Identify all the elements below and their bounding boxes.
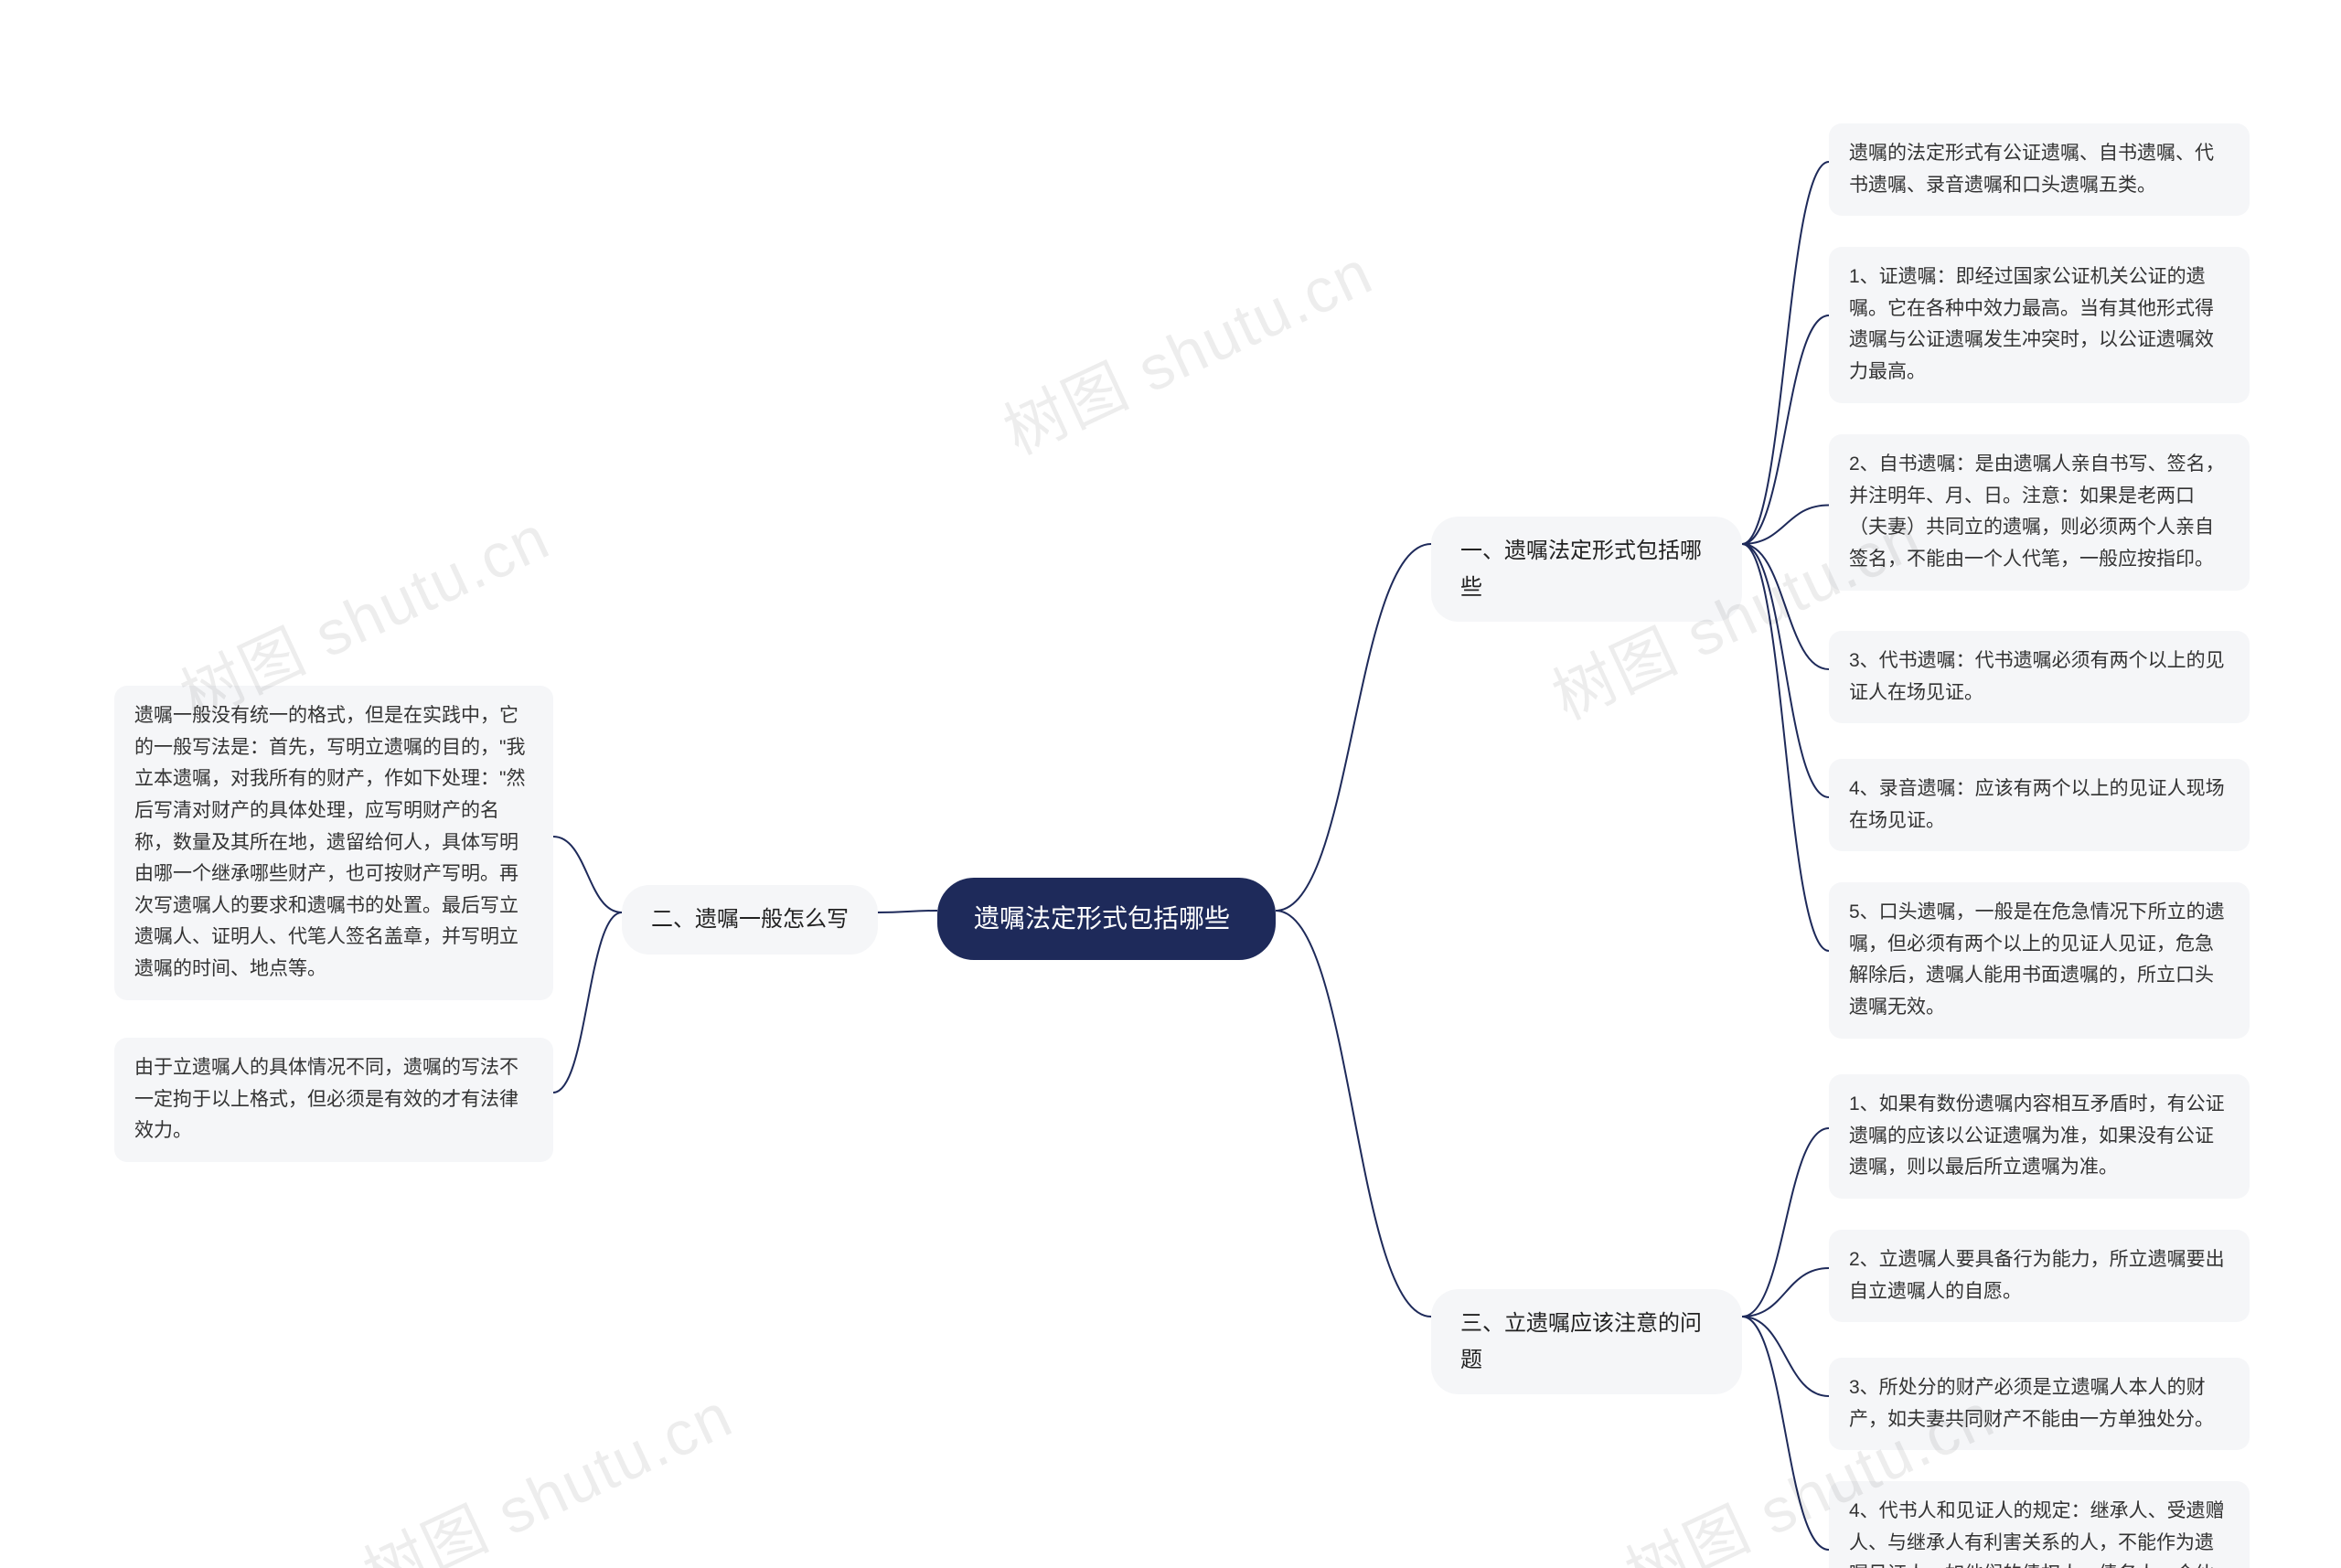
leaf-node-1-2: 3、所处分的财产必须是立遗嘱人本人的财产，如夫妻共同财产不能由一方单独处分。 bbox=[1829, 1358, 2250, 1450]
leaf-node-1-3: 4、代书人和见证人的规定：继承人、受遗赠人、与继承人有利害关系的人，不能作为遗嘱… bbox=[1829, 1481, 2250, 1568]
leaf-node-0-2: 2、自书遗嘱：是由遗嘱人亲自书写、签名，并注明年、月、日。注意：如果是老两口（夫… bbox=[1829, 434, 2250, 591]
watermark-1: 树图 shutu.cn bbox=[347, 1365, 744, 1568]
branch-node-0: 一、遗嘱法定形式包括哪些 bbox=[1431, 517, 1742, 622]
leaf-node-2-1: 由于立遗嘱人的具体情况不同，遗嘱的写法不一定拘于以上格式，但必须是有效的才有法律… bbox=[114, 1038, 553, 1162]
root-node: 遗嘱法定形式包括哪些 bbox=[937, 878, 1276, 960]
leaf-node-1-0: 1、如果有数份遗嘱内容相互矛盾时，有公证遗嘱的应该以公证遗嘱为准，如果没有公证遗… bbox=[1829, 1074, 2250, 1199]
leaf-node-0-5: 5、口头遗嘱，一般是在危急情况下所立的遗嘱，但必须有两个以上的见证人见证，危急解… bbox=[1829, 882, 2250, 1039]
watermark-2: 树图 shutu.cn bbox=[987, 222, 1384, 472]
leaf-node-0-3: 3、代书遗嘱：代书遗嘱必须有两个以上的见证人在场见证。 bbox=[1829, 631, 2250, 723]
leaf-node-2-0: 遗嘱一般没有统一的格式，但是在实践中，它的一般写法是：首先，写明立遗嘱的目的，"… bbox=[114, 686, 553, 1000]
leaf-node-1-1: 2、立遗嘱人要具备行为能力，所立遗嘱要出自立遗嘱人的自愿。 bbox=[1829, 1230, 2250, 1322]
leaf-node-0-1: 1、证遗嘱：即经过国家公证机关公证的遗嘱。它在各种中效力最高。当有其他形式得遗嘱… bbox=[1829, 247, 2250, 403]
branch-node-2: 二、遗嘱一般怎么写 bbox=[622, 885, 878, 955]
leaf-node-0-4: 4、录音遗嘱：应该有两个以上的见证人现场在场见证。 bbox=[1829, 759, 2250, 851]
branch-node-1: 三、立遗嘱应该注意的问题 bbox=[1431, 1289, 1742, 1394]
leaf-node-0-0: 遗嘱的法定形式有公证遗嘱、自书遗嘱、代书遗嘱、录音遗嘱和口头遗嘱五类。 bbox=[1829, 123, 2250, 216]
